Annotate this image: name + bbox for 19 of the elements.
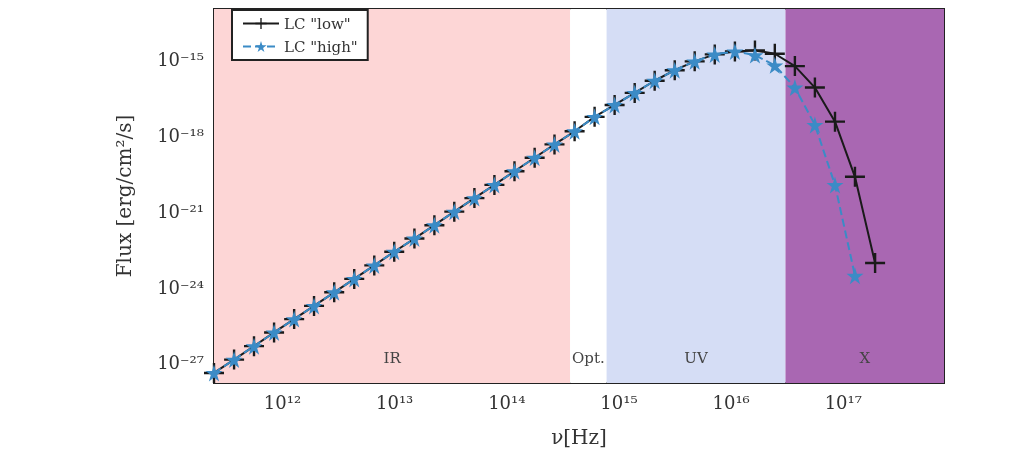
band-label: IR [383, 348, 402, 367]
band-label: X [859, 348, 871, 367]
x-tick-label: 10¹³ [376, 391, 414, 413]
y-tick-label: 10⁻²⁴ [157, 276, 204, 298]
y-tick-label: 10⁻¹⁸ [157, 124, 204, 146]
y-tick-label: 10⁻²⁷ [157, 352, 204, 374]
y-tick-label: 10⁻¹⁵ [157, 49, 204, 71]
x-tick-label: 10¹⁴ [488, 391, 526, 413]
legend-label: LC "low" [284, 14, 351, 33]
y-axis-title: Flux [erg/cm²/s] [112, 114, 136, 278]
x-tick-label: 10¹⁵ [600, 391, 638, 413]
band-label: Opt. [572, 348, 605, 367]
y-tick-label: 10⁻²¹ [157, 200, 204, 222]
x-tick-label: 10¹² [263, 391, 302, 413]
band-label: UV [684, 348, 709, 367]
x-axis-title: ν[Hz] [551, 425, 607, 449]
x-tick-label: 10¹⁷ [824, 391, 862, 413]
legend-label: LC "high" [284, 37, 358, 56]
x-tick-label: 10¹⁶ [712, 391, 750, 413]
